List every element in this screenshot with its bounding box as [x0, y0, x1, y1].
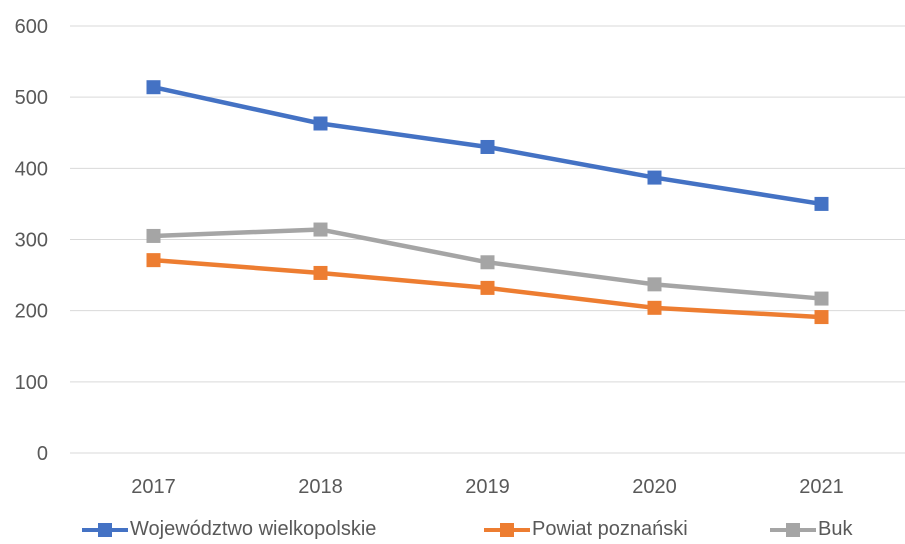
data-point-marker: [647, 170, 662, 185]
legend-marker: [500, 522, 514, 537]
data-point-marker: [480, 139, 495, 154]
x-tick-label: 2018: [298, 476, 343, 498]
legend-marker: [786, 522, 800, 537]
data-point-marker: [814, 291, 829, 306]
series-lines: [146, 80, 829, 325]
gridlines: [70, 25, 905, 383]
data-point-marker: [313, 116, 328, 131]
data-point-marker: [146, 80, 161, 95]
axes: 0 100 200 300 400 500 600 2017 2018 2019 2020 2021: [15, 16, 905, 498]
data-point-marker: [647, 300, 662, 315]
legend-label: Województwo wielkopolskie: [130, 518, 377, 540]
data-point-marker: [814, 196, 829, 211]
legend-marker: [98, 522, 112, 537]
x-tick-label: 2017: [131, 476, 176, 498]
legend-label: Powiat poznański: [532, 518, 688, 540]
legend-item-powiat: Powiat poznański: [484, 515, 688, 544]
y-tick-label: 500: [15, 87, 48, 109]
legend-item-wojewodztwo: Województwo wielkopolskie: [82, 515, 376, 544]
x-tick-label: 2020: [632, 476, 677, 498]
data-point-marker: [480, 255, 495, 270]
data-point-marker: [146, 253, 161, 268]
chart-plot: 0 100 200 300 400 500 600 2017 2018 2019 2020 2021: [15, 16, 905, 498]
data-point-marker: [647, 277, 662, 292]
y-tick-label: 600: [15, 16, 48, 38]
y-tick-label: 300: [15, 230, 48, 252]
y-tick-label: 0: [37, 443, 48, 465]
y-tick-label: 400: [15, 158, 48, 180]
legend-swatch-powiat: [484, 520, 530, 540]
y-tick-label: 200: [15, 301, 48, 323]
data-point-marker: [480, 280, 495, 295]
y-tick-label: 100: [15, 372, 48, 394]
legend-swatch-buk: [770, 520, 816, 540]
legend-label: Buk: [818, 518, 853, 540]
data-point-marker: [146, 228, 161, 243]
data-point-marker: [313, 222, 328, 237]
data-point-marker: [313, 265, 328, 280]
x-tick-label: 2019: [465, 476, 510, 498]
legend-swatch-wojewodztwo: [82, 520, 128, 540]
data-point-marker: [814, 310, 829, 325]
x-tick-label: 2021: [799, 476, 844, 498]
legend: Województwo wielkopolskie Powiat poznańs…: [0, 515, 905, 544]
legend-item-buk: Buk: [770, 515, 852, 544]
